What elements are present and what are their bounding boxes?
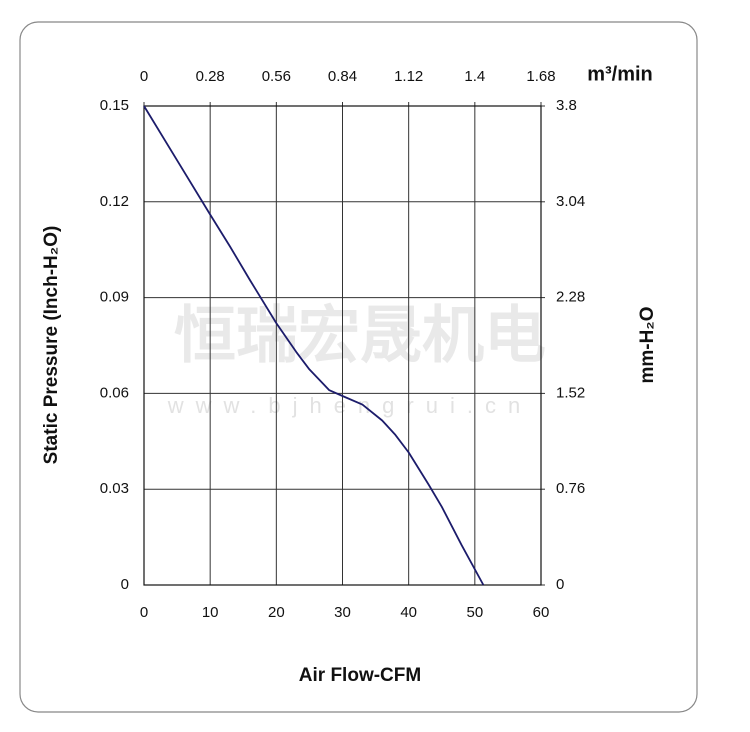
watermark: 恒瑞宏晟机电 [174, 301, 546, 370]
y-tick-label: 0.15 [100, 97, 129, 114]
y2-tick-label: 3.8 [556, 97, 577, 114]
y-tick-label: 0.03 [100, 480, 129, 497]
x2-tick-label: 0.28 [196, 68, 225, 85]
x-tick-label: 50 [466, 604, 483, 621]
x2-tick-label: 0.56 [262, 68, 291, 85]
y-axis-label: Static Pressure (Inch-H₂O) [41, 226, 62, 465]
y-tick-label: 0 [121, 576, 129, 593]
x2-tick-label: 1.4 [464, 68, 485, 85]
y2-tick-label: 2.28 [556, 289, 585, 306]
curve [143, 105, 485, 586]
y2-tick-label: 0 [556, 576, 564, 593]
x-axis-label: Air Flow-CFM [299, 665, 421, 686]
watermark-url: www.bjhengrui.cn [167, 393, 532, 418]
y-tick-label: 0.06 [100, 384, 129, 401]
frame [19, 21, 698, 713]
x2-tick-label: 1.68 [526, 68, 555, 85]
x-tick-label: 10 [202, 604, 219, 621]
y2-axis-label: mm-H₂O [637, 306, 658, 383]
x-tick-label: 20 [268, 604, 285, 621]
x-tick-label: 0 [140, 604, 148, 621]
x-tick-label: 60 [533, 604, 550, 621]
y2-tick-label: 0.76 [556, 480, 585, 497]
y-tick-label: 0.12 [100, 193, 129, 210]
y2-tick-label: 1.52 [556, 384, 585, 401]
x2-tick-label: 1.12 [394, 68, 423, 85]
y2-tick-label: 3.04 [556, 193, 585, 210]
x-tick-label: 30 [334, 604, 351, 621]
plot-border [143, 105, 542, 586]
x-tick-label: 40 [400, 604, 417, 621]
x2-tick-label: 0 [140, 68, 148, 85]
y-tick-label: 0.09 [100, 289, 129, 306]
x2-tick-label: 0.84 [328, 68, 357, 85]
x2-axis-label: m³/min [587, 63, 653, 85]
